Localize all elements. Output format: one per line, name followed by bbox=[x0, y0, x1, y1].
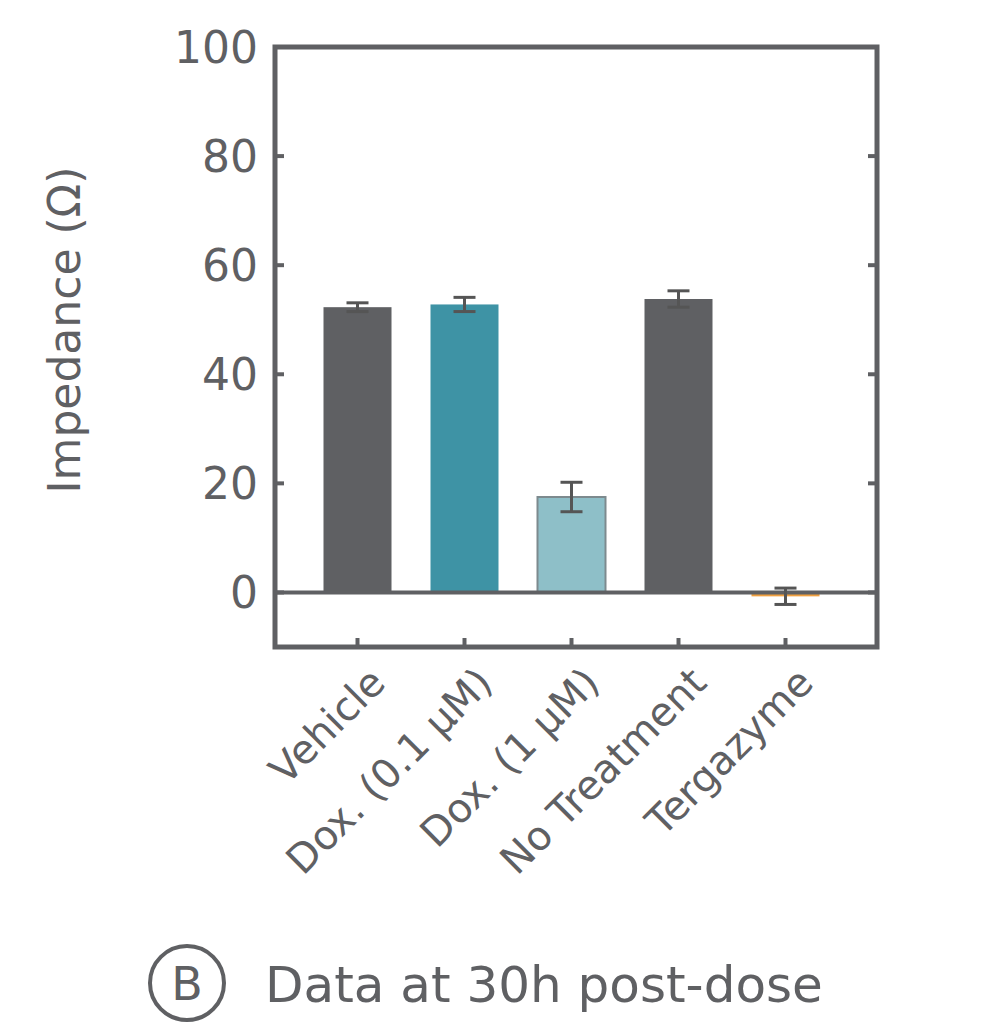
y-tick bbox=[275, 154, 284, 158]
y-tick-label: 0 bbox=[230, 567, 258, 618]
chart-root: 020406080100VehicleDox. (0.1 μM)Dox. (1 … bbox=[0, 0, 1000, 1032]
bar bbox=[538, 497, 606, 592]
error-bar bbox=[454, 297, 476, 311]
error-bar bbox=[347, 303, 369, 312]
bars bbox=[275, 291, 877, 605]
bar bbox=[431, 304, 499, 592]
y-tick-label: 100 bbox=[174, 22, 258, 73]
x-tick bbox=[356, 638, 360, 647]
y-tick-right bbox=[868, 590, 877, 594]
caption: Data at 30h post-dose bbox=[265, 956, 823, 1014]
y-tick-right bbox=[868, 263, 877, 267]
bar bbox=[324, 307, 392, 592]
y-tick-label: 40 bbox=[202, 349, 258, 400]
y-tick-right bbox=[868, 372, 877, 376]
x-tick bbox=[677, 638, 681, 647]
y-tick bbox=[275, 263, 284, 267]
chart-svg: 020406080100VehicleDox. (0.1 μM)Dox. (1 … bbox=[0, 0, 1000, 1032]
error-bar bbox=[668, 291, 690, 307]
y-tick-label: 20 bbox=[202, 458, 258, 509]
y-tick bbox=[275, 481, 284, 485]
y-tick-label: 80 bbox=[202, 131, 258, 182]
y-tick-right bbox=[868, 45, 877, 49]
y-tick-right bbox=[868, 154, 877, 158]
bar bbox=[645, 299, 713, 592]
x-tick bbox=[784, 638, 788, 647]
error-bar bbox=[561, 482, 583, 511]
x-tick bbox=[570, 638, 574, 647]
y-tick-label: 60 bbox=[202, 240, 258, 291]
y-tick bbox=[275, 372, 284, 376]
y-tick bbox=[275, 590, 284, 594]
panel-circle bbox=[150, 946, 224, 1020]
x-tick-label: Tergazyme bbox=[636, 659, 822, 845]
x-tick bbox=[463, 638, 467, 647]
y-tick-right bbox=[868, 481, 877, 485]
plot-frame bbox=[275, 47, 877, 647]
panel-label: B bbox=[171, 957, 203, 1011]
error-bar bbox=[775, 588, 797, 604]
y-tick bbox=[275, 45, 284, 49]
y-axis-label: Impedance (Ω) bbox=[39, 167, 90, 494]
